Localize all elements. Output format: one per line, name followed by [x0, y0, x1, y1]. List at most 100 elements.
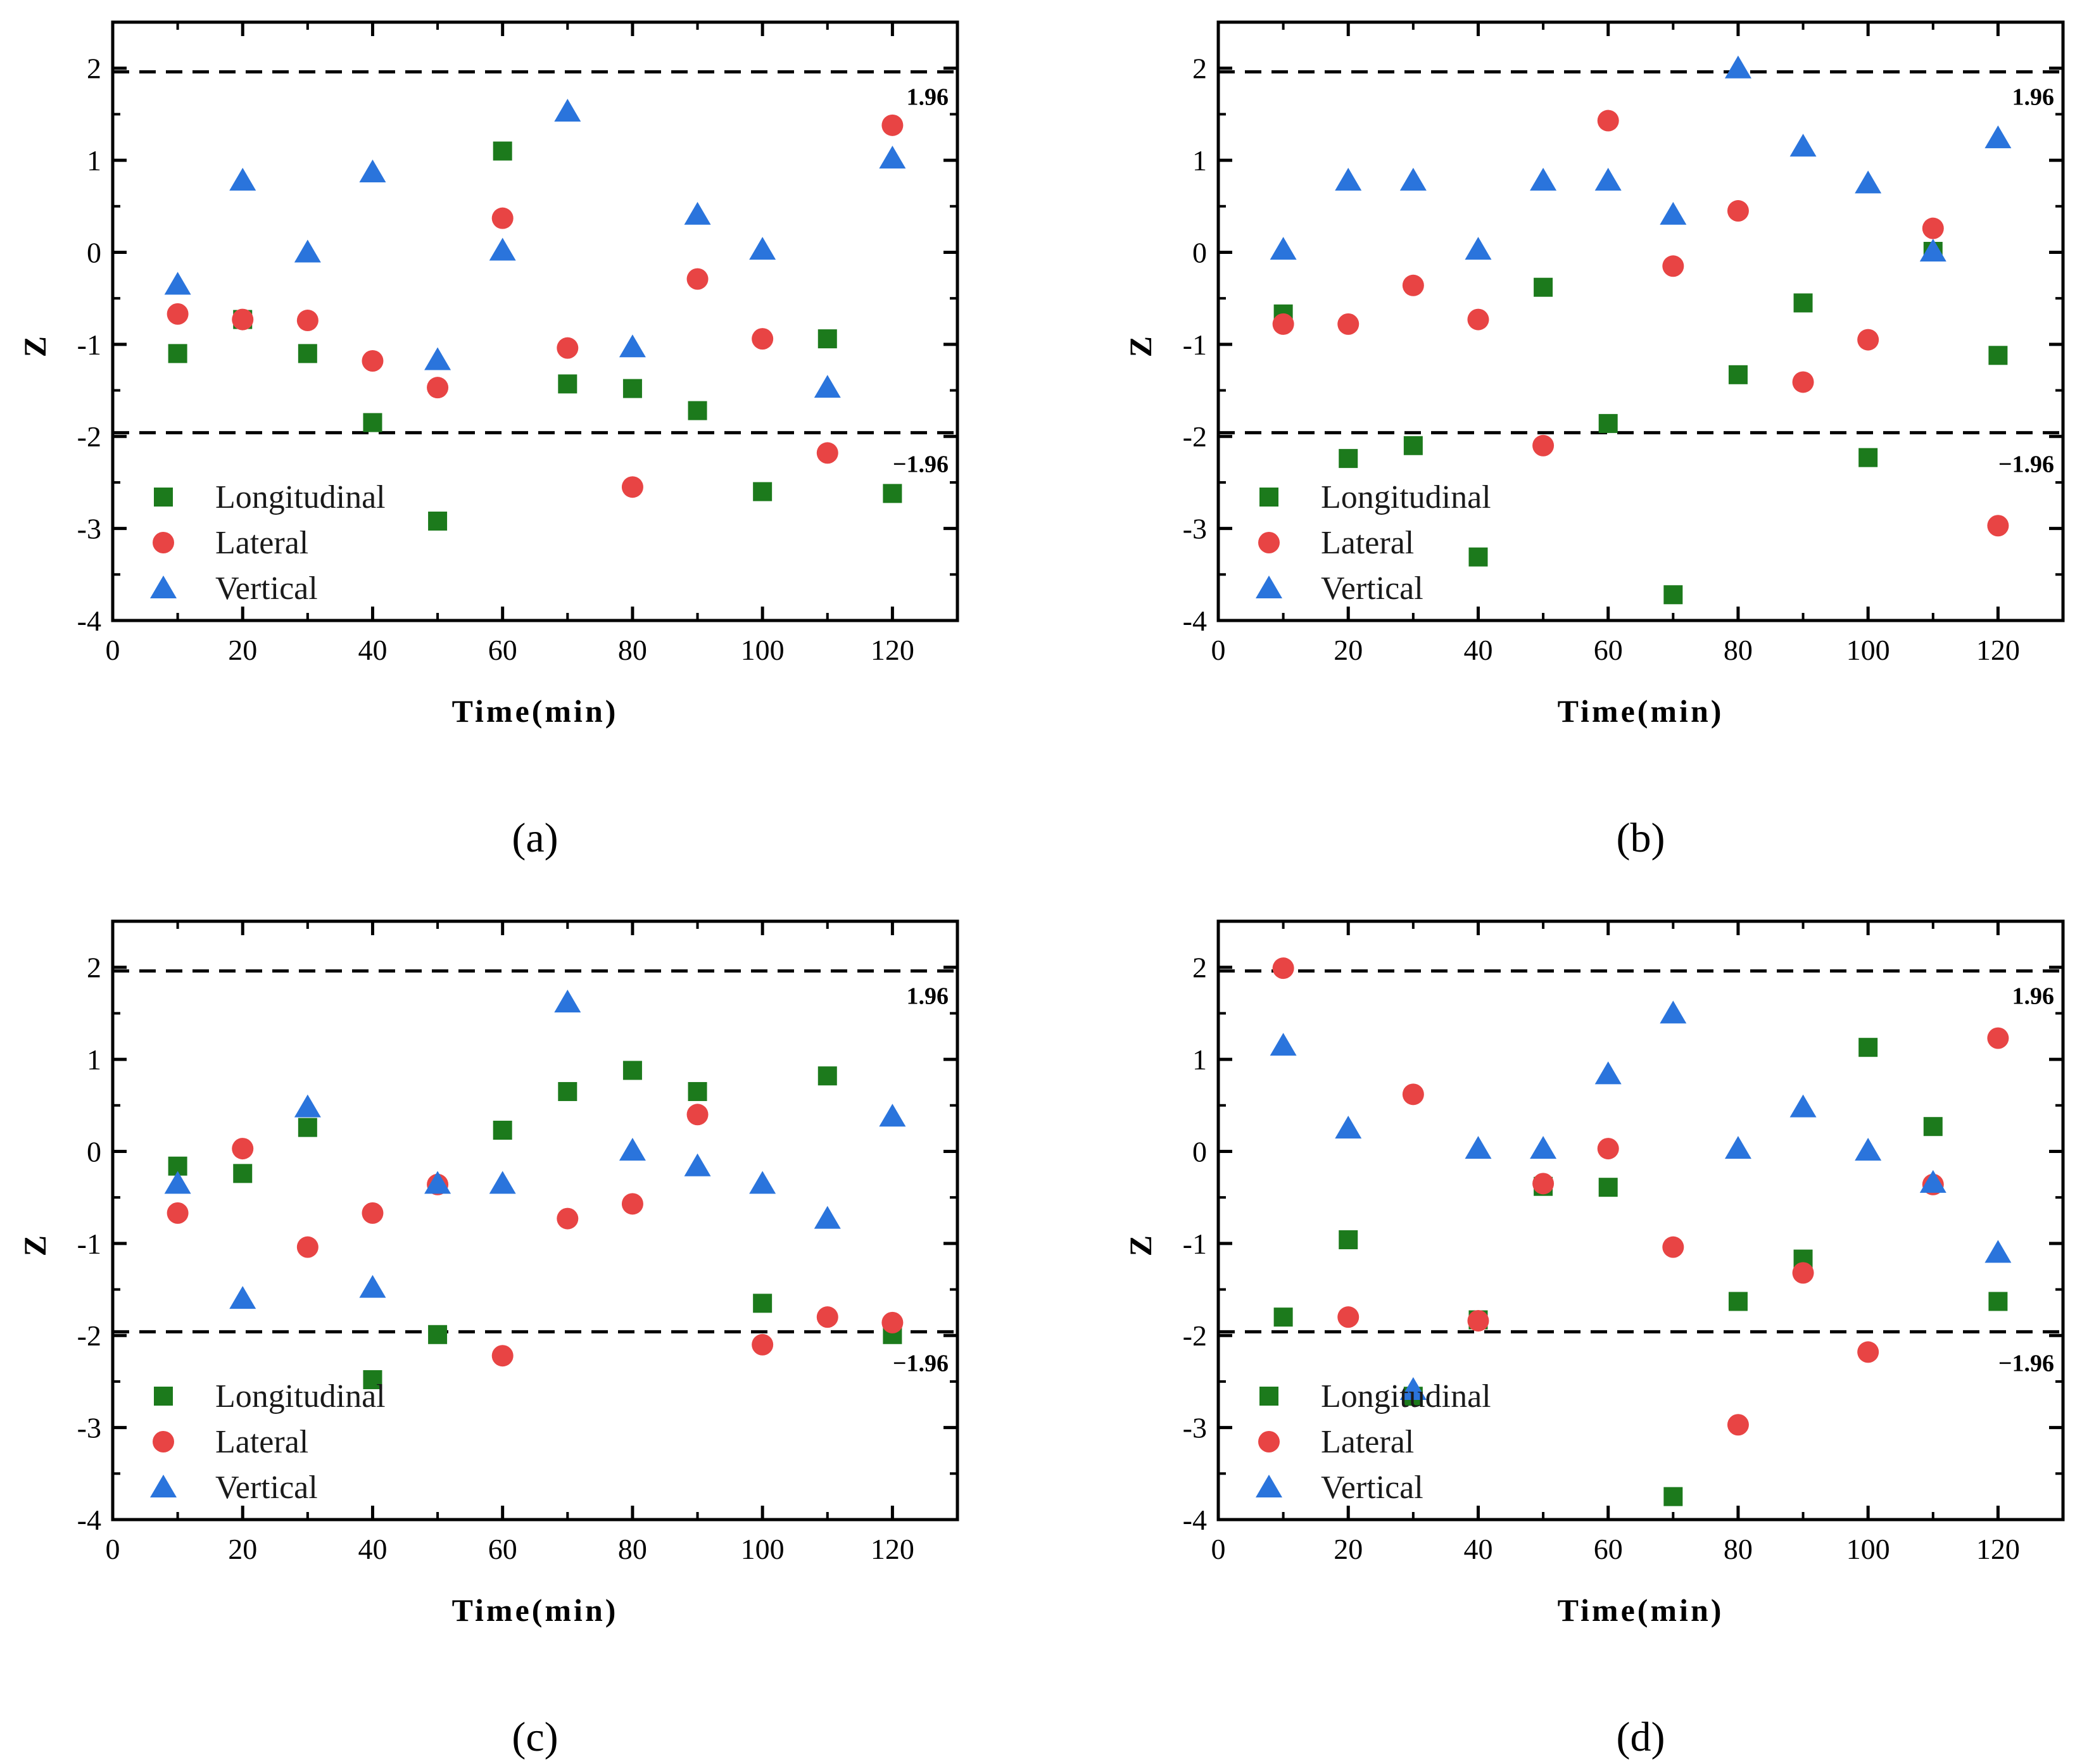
y-tick-label: 1: [87, 144, 101, 177]
vertical-point: [359, 159, 386, 182]
y-tick-label: -1: [1183, 329, 1207, 361]
legend-marker-lateral: [153, 1431, 174, 1452]
y-tick-label: 0: [1192, 1135, 1207, 1168]
lateral-point: [1662, 1236, 1684, 1258]
lateral-point: [1792, 371, 1814, 393]
vertical-point: [684, 1153, 711, 1176]
x-axis-label: Time(min): [452, 1592, 619, 1628]
longitudinal-point: [1339, 449, 1358, 469]
lateral-point: [1532, 1173, 1555, 1195]
legend-marker-vertical: [1256, 576, 1282, 598]
vertical-point: [554, 99, 581, 122]
plot-frame: [111, 20, 959, 622]
longitudinal-point: [1663, 585, 1683, 605]
lateral-point: [1337, 1306, 1360, 1328]
x-tick-label: 80: [618, 1533, 647, 1565]
lateral-point: [362, 1202, 384, 1224]
vertical-point: [879, 1104, 906, 1127]
lateral-point: [1857, 329, 1879, 351]
vertical-point: [1270, 1033, 1297, 1056]
vertical-point: [1399, 1377, 1427, 1401]
lateral-point: [1597, 1138, 1619, 1160]
lateral-point: [491, 207, 514, 229]
legend-marker-lateral: [1258, 1431, 1280, 1452]
panel-label: (b): [1617, 815, 1665, 861]
lateral-point: [296, 310, 319, 332]
vertical-point: [619, 334, 646, 358]
legend-label-longitudinal: Longitudinal: [215, 479, 386, 515]
lateral-point: [1272, 313, 1294, 335]
longitudinal-point: [298, 1118, 317, 1137]
x-axis-label: Time(min): [1558, 1592, 1724, 1628]
vertical-point: [1530, 168, 1557, 191]
x-tick-label: 0: [106, 634, 120, 666]
vertical-point: [749, 1171, 776, 1194]
y-axis-label: Z: [1123, 1235, 1158, 1256]
vertical-point: [1660, 1000, 1687, 1024]
x-axis-label: Time(min): [1558, 693, 1724, 729]
plot-frame: [1216, 20, 2065, 622]
longitudinal-point: [1923, 1117, 1943, 1137]
x-tick-label: 20: [228, 1533, 257, 1565]
y-tick-label: -4: [1183, 605, 1207, 637]
vertical-point: [879, 146, 906, 169]
lateral-point: [557, 337, 579, 359]
legend: Longitudinal Lateral Vertical: [1256, 1378, 1491, 1506]
legend-label-lateral: Lateral: [1321, 525, 1414, 561]
y-tick-label: 2: [1192, 53, 1207, 85]
lateral-point: [1272, 957, 1294, 980]
threshold-label: 1.96: [2012, 84, 2055, 111]
longitudinal-point: [622, 379, 642, 398]
x-tick-label: 100: [1846, 1533, 1890, 1565]
series-longitudinal: [168, 1061, 902, 1390]
threshold-label: 1.96: [907, 84, 949, 111]
lateral-point: [621, 476, 643, 498]
x-tick-label: 120: [1976, 634, 2020, 666]
longitudinal-point: [1793, 293, 1813, 313]
y-tick-label: -1: [1183, 1228, 1207, 1260]
lateral-point: [1467, 1309, 1489, 1332]
lateral-point: [881, 114, 904, 136]
x-tick-label: 40: [1463, 1533, 1492, 1565]
vertical-point: [1789, 134, 1817, 157]
threshold-label: −1.96: [893, 451, 949, 477]
longitudinal-point: [622, 1061, 642, 1080]
vertical-point: [1724, 55, 1751, 79]
longitudinal-point: [363, 1370, 382, 1390]
series-lateral: [167, 114, 904, 498]
lateral-point: [1987, 1027, 2009, 1049]
x-tick-label: 120: [871, 1533, 914, 1565]
longitudinal-point: [817, 329, 837, 349]
vertical-point: [1270, 237, 1297, 260]
vertical-point: [424, 1171, 451, 1194]
legend-marker-longitudinal: [1259, 1387, 1278, 1406]
y-tick-label: -3: [1183, 1412, 1207, 1444]
series-lateral: [167, 1104, 904, 1367]
lateral-point: [167, 303, 189, 325]
legend-label-longitudinal: Longitudinal: [1321, 1378, 1491, 1414]
legend: Longitudinal Lateral Vertical: [150, 1378, 386, 1506]
longitudinal-point: [753, 482, 773, 501]
lateral-point: [296, 1236, 319, 1258]
x-tick-label: 60: [488, 634, 517, 666]
vertical-point: [489, 237, 516, 261]
legend-label-vertical: Vertical: [1321, 1470, 1423, 1506]
legend-label-lateral: Lateral: [215, 1424, 308, 1460]
y-tick-label: 0: [1192, 236, 1207, 268]
x-tick-label: 100: [1846, 634, 1890, 666]
vertical-point: [749, 237, 776, 260]
longitudinal-point: [493, 141, 512, 161]
y-tick-label: 0: [87, 1135, 101, 1168]
longitudinal-point: [1728, 365, 1748, 384]
longitudinal-point: [1339, 1230, 1358, 1250]
legend-label-vertical: Vertical: [215, 1470, 318, 1506]
legend: Longitudinal Lateral Vertical: [150, 479, 386, 607]
vertical-point: [229, 168, 256, 191]
plot-frame: [111, 919, 959, 1521]
x-tick-label: 80: [618, 634, 647, 666]
y-tick-label: -2: [1183, 1320, 1207, 1352]
vertical-point: [1594, 168, 1622, 191]
x-tick-label: 40: [1463, 634, 1492, 666]
legend-marker-lateral: [1258, 532, 1280, 553]
